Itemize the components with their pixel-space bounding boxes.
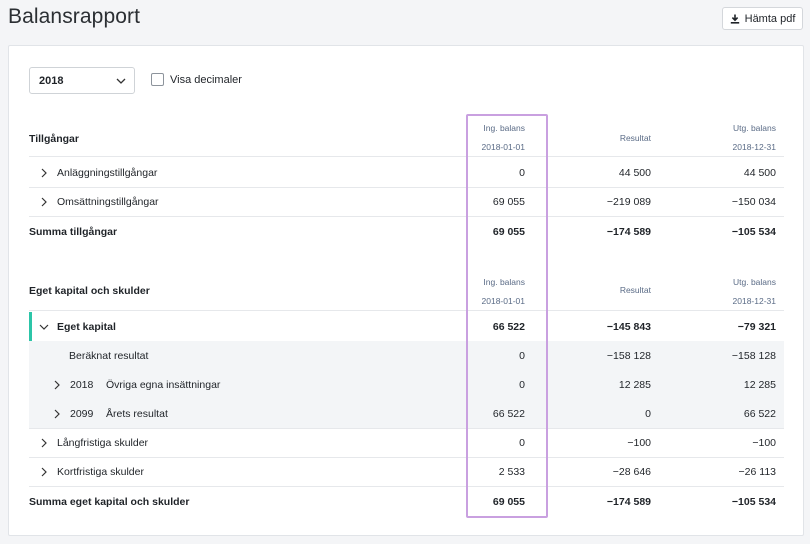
result-value: −145 843 [606, 321, 651, 333]
row-label: Kortfristiga skulder [39, 457, 144, 487]
col-opening-date: 2018-01-01 [481, 142, 525, 152]
report-card: 2018 Visa decimaler Tillgångar Ing. bala… [8, 45, 804, 536]
result-value: 12 285 [618, 379, 651, 391]
year-select-value: 2018 [39, 74, 64, 87]
opening-value: 66 522 [492, 408, 525, 420]
row-label: Anläggningstillgångar [39, 158, 157, 188]
col-opening-header: Ing. balans 2018-01-01 [482, 123, 525, 152]
total-label: Summa tillgångar [29, 226, 118, 238]
closing-value: 12 285 [743, 379, 776, 391]
row-label-text: Långfristiga skulder [57, 437, 149, 449]
chevron-right-icon [54, 409, 60, 419]
col-opening-header: Ing. balans 2018-01-01 [482, 277, 525, 306]
row-label-text: Övriga egna insättningar [106, 379, 221, 391]
col-closing-date: 2018-12-31 [732, 142, 776, 152]
col-closing-label: Utg. balans [733, 277, 776, 287]
row-label-text: Omsättningstillgångar [57, 196, 159, 208]
table-row[interactable]: Anläggningstillgångar 0 44 500 44 500 [29, 158, 784, 188]
download-icon [730, 14, 740, 24]
chevron-down-icon [116, 76, 126, 88]
opening-value: 0 [519, 379, 525, 391]
equity-header: Eget kapital och skulder Ing. balans 201… [29, 271, 784, 311]
row-label-text: Årets resultat [106, 408, 168, 420]
download-pdf-label: Hämta pdf [744, 12, 796, 25]
result-value: −174 589 [606, 496, 651, 508]
closing-value: −150 034 [731, 196, 776, 208]
opening-value: 69 055 [492, 196, 525, 208]
opening-value: 66 522 [492, 321, 525, 333]
table-row[interactable]: Långfristiga skulder 0 −100 −100 [29, 428, 784, 458]
account-code: 2018 [70, 379, 94, 391]
year-select[interactable]: 2018 [29, 67, 135, 94]
col-result-header: Resultat [619, 133, 651, 143]
closing-value: −158 128 [731, 350, 776, 362]
row-label: Långfristiga skulder [39, 428, 148, 458]
table-row: Beräknat resultat 0 −158 128 −158 128 [29, 341, 784, 371]
equity-title: Eget kapital och skulder [29, 285, 150, 297]
equity-group-row[interactable]: Eget kapital 66 522 −145 843 −79 321 [29, 312, 784, 342]
opening-value: 0 [519, 167, 525, 179]
row-label-text: Kortfristiga skulder [57, 466, 144, 478]
chevron-right-icon [41, 467, 47, 477]
assets-title: Tillgångar [29, 133, 79, 145]
col-opening-date: 2018-01-01 [481, 296, 525, 306]
closing-value: 66 522 [743, 408, 776, 420]
decimals-toggle[interactable]: Visa decimaler [151, 73, 242, 86]
row-label: Beräknat resultat [69, 350, 149, 362]
opening-value: 0 [519, 437, 525, 449]
table-row[interactable]: 2099 Årets resultat 66 522 0 66 522 [29, 399, 784, 429]
chevron-down-icon [39, 324, 49, 330]
assets-total-row: Summa tillgångar 69 055 −174 589 −105 53… [29, 217, 784, 247]
decimals-label: Visa decimaler [170, 73, 242, 86]
col-result-header: Resultat [619, 285, 651, 295]
decimals-checkbox[interactable] [151, 73, 164, 86]
closing-value: −79 321 [737, 321, 776, 333]
table-row[interactable]: Omsättningstillgångar 69 055 −219 089 −1… [29, 187, 784, 217]
account-code: 2099 [70, 408, 94, 420]
result-value: 0 [645, 408, 651, 420]
result-value: −219 089 [606, 196, 651, 208]
opening-value: 69 055 [492, 226, 525, 238]
opening-value: 0 [519, 350, 525, 362]
col-opening-label: Ing. balans [483, 277, 525, 287]
page-title: Balansrapport [8, 5, 141, 28]
col-closing-date: 2018-12-31 [732, 296, 776, 306]
col-closing-header: Utg. balans 2018-12-31 [733, 123, 776, 152]
closing-value: −105 534 [731, 226, 776, 238]
table-row[interactable]: Kortfristiga skulder 2 533 −28 646 −26 1… [29, 457, 784, 487]
chevron-right-icon [41, 438, 47, 448]
result-value: −158 128 [606, 350, 651, 362]
assets-header: Tillgångar Ing. balans 2018-01-01 Result… [29, 117, 784, 157]
row-label: Eget kapital [39, 312, 116, 342]
selected-accent-bar [29, 312, 32, 342]
col-closing-label: Utg. balans [733, 123, 776, 133]
result-value: −174 589 [606, 226, 651, 238]
chevron-right-icon [41, 168, 47, 178]
row-label: Omsättningstillgångar [39, 187, 159, 217]
closing-value: −105 534 [731, 496, 776, 508]
chevron-right-icon [54, 380, 60, 390]
closing-value: −26 113 [738, 466, 776, 478]
download-pdf-button[interactable]: Hämta pdf [722, 7, 803, 30]
col-opening-label: Ing. balans [483, 123, 525, 133]
row-label-text: Eget kapital [57, 321, 116, 333]
closing-value: −100 [752, 437, 776, 449]
col-closing-header: Utg. balans 2018-12-31 [733, 277, 776, 306]
closing-value: 44 500 [743, 167, 776, 179]
result-value: 44 500 [618, 167, 651, 179]
table-row[interactable]: 2018 Övriga egna insättningar 0 12 285 1… [29, 370, 784, 400]
row-label: 2018 Övriga egna insättningar [52, 370, 220, 400]
total-label: Summa eget kapital och skulder [29, 496, 190, 508]
result-value: −100 [627, 437, 651, 449]
chevron-right-icon [41, 197, 47, 207]
result-value: −28 646 [612, 466, 651, 478]
equity-total-row: Summa eget kapital och skulder 69 055 −1… [29, 487, 784, 517]
opening-value: 69 055 [492, 496, 525, 508]
row-label-text: Anläggningstillgångar [57, 167, 158, 179]
row-label: 2099 Årets resultat [52, 399, 168, 429]
opening-value: 2 533 [498, 466, 525, 478]
